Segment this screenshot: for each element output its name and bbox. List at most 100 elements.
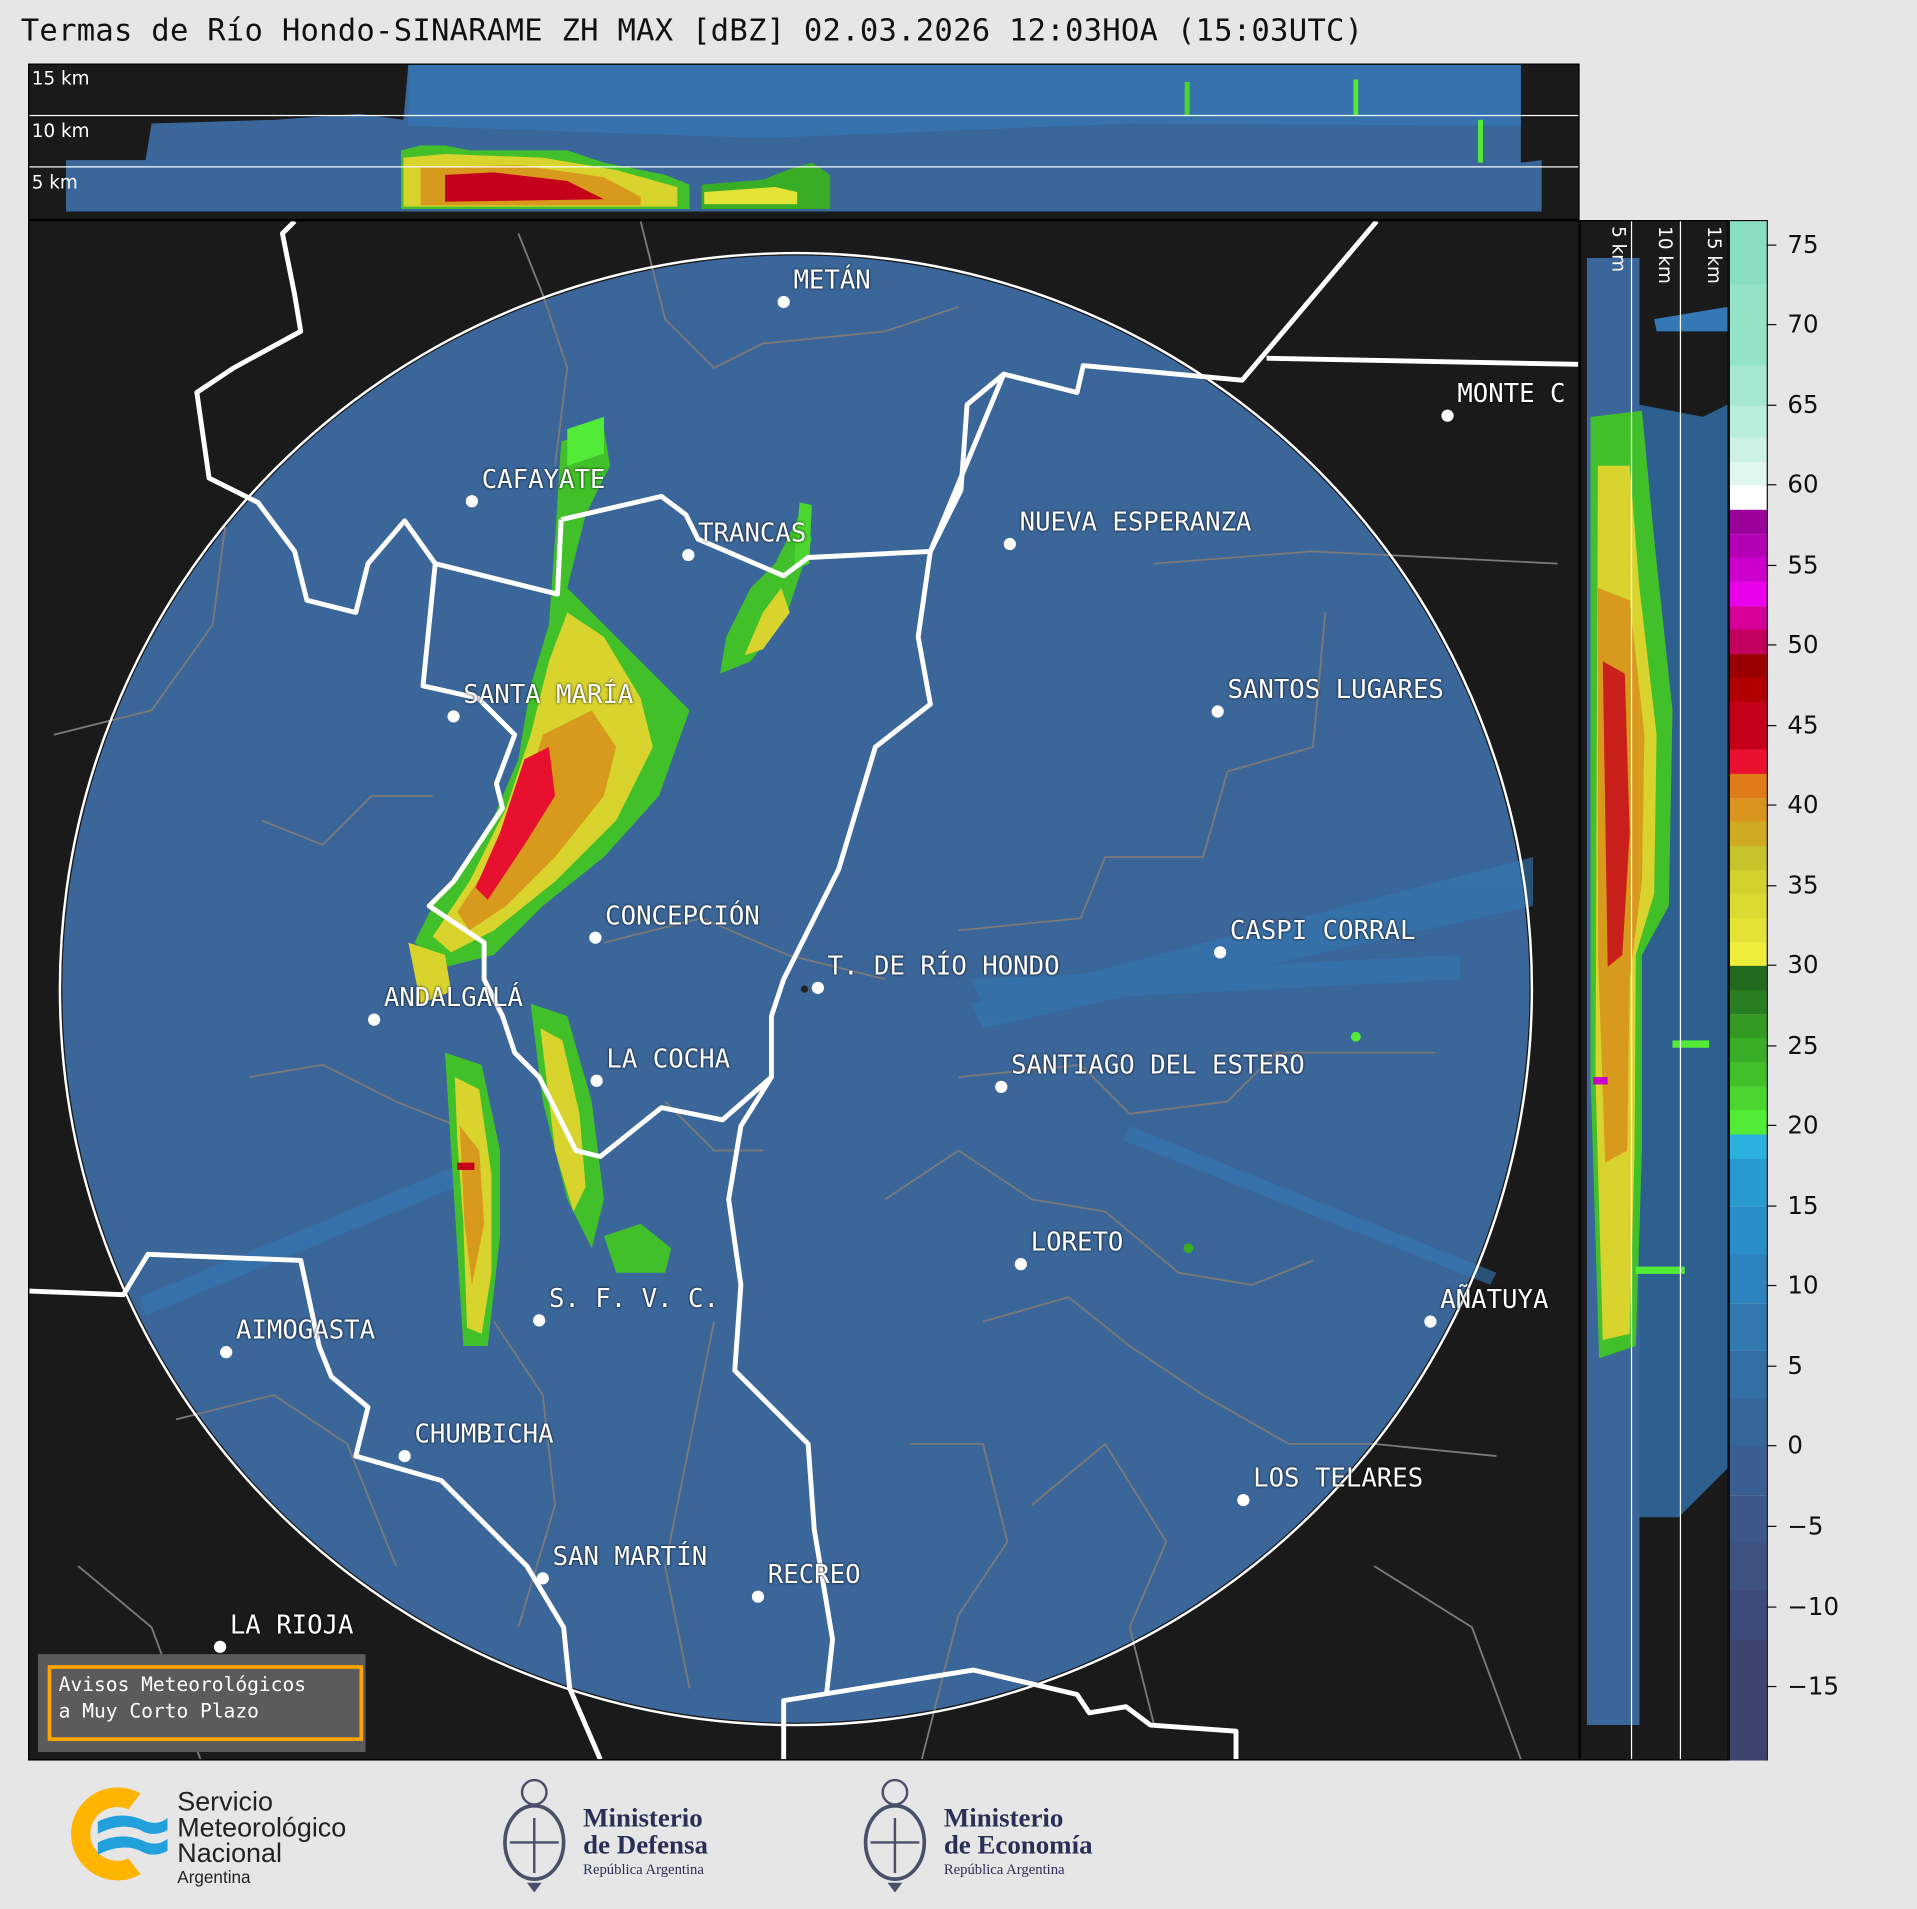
colorbar-band (1729, 581, 1767, 607)
height-label-5km: 5 km (31, 171, 78, 194)
city-label: METÁN (793, 265, 871, 295)
city-marker-icon (590, 1074, 603, 1087)
colorbar-band (1729, 774, 1767, 799)
city-marker-icon (682, 548, 695, 562)
avisos-line-1: Avisos Meteorológicos (58, 1672, 307, 1696)
height-line-5km (1630, 221, 1633, 1760)
colorbar-band (1729, 990, 1767, 1015)
height-label-10km: 10 km (31, 119, 90, 142)
city-marker-icon (213, 1640, 227, 1653)
colorbar-tick-mark (1766, 1525, 1777, 1527)
defensa-line-1: Ministerio (583, 1802, 703, 1833)
west-east-max-projection-panel: 15 km 10 km 5 km (28, 63, 1580, 221)
city-marker-icon (589, 931, 602, 944)
colorbar-tick-mark (1766, 1125, 1777, 1127)
city-marker-icon (220, 1346, 233, 1359)
colorbar-band (1729, 1014, 1767, 1039)
colorbar-band (1729, 1494, 1767, 1544)
colorbar-band (1729, 822, 1767, 847)
city-label: SANTA MARÍA (463, 679, 634, 710)
city-label: CAFAYATE (481, 464, 606, 494)
defensa-line-3: República Argentina (583, 1860, 704, 1878)
colorbar-tick-mark (1766, 564, 1777, 566)
colorbar-tick-label: 60 (1787, 469, 1819, 500)
city-label: CHUMBICHA (414, 1419, 554, 1449)
city-label: SANTOS LUGARES (1227, 674, 1444, 705)
colorbar-band (1729, 485, 1767, 511)
city-marker-icon (751, 1590, 765, 1603)
colorbar-tick-label: 25 (1787, 1030, 1819, 1060)
colorbar-tick-mark (1766, 965, 1777, 967)
city-marker-icon (1211, 705, 1224, 718)
colorbar-tick-label: 0 (1787, 1430, 1803, 1461)
smn-emblem-icon (71, 1787, 168, 1881)
city-marker-icon (447, 710, 460, 723)
city-marker-icon (536, 1572, 549, 1585)
colorbar-tick-mark (1766, 484, 1777, 486)
colorbar-tick-label: 75 (1787, 229, 1819, 259)
radar-map[interactable]: METÁN CAFAYATE TRANCAS NUEVA ESPERANZA MONTE… (28, 220, 1580, 1761)
colorbar-tick-label: −15 (1787, 1671, 1840, 1701)
smn-line-4: Argentina (177, 1866, 251, 1887)
city-label: AIMOGASTA (235, 1315, 376, 1345)
colorbar-band (1729, 677, 1767, 703)
colorbar-band (1729, 701, 1767, 751)
colorbar-band (1729, 405, 1767, 439)
colorbar-band (1729, 846, 1767, 871)
avisos-line-2: a Muy Corto Plazo (58, 1699, 259, 1723)
colorbar-band (1729, 1302, 1767, 1352)
smn-line-3: Nacional (177, 1837, 282, 1869)
colorbar-tick-mark (1766, 884, 1777, 887)
colorbar-band (1729, 1134, 1767, 1160)
colorbar-band (1729, 461, 1767, 487)
city-label: MONTE C (1457, 378, 1566, 409)
smn-line-2: Meteorológico (177, 1811, 347, 1843)
coat-of-arms-icon (863, 1778, 927, 1893)
colorbar-tick-label: 5 (1787, 1350, 1803, 1381)
city-label: SANTIAGO DEL ESTERO (1011, 1050, 1305, 1080)
colorbar-tick-mark (1766, 1445, 1777, 1447)
colorbar-tick-mark (1766, 1365, 1777, 1367)
city-marker-icon (1424, 1315, 1437, 1328)
height-line-10km (1679, 221, 1682, 1760)
colorbar-tick-label: 15 (1787, 1190, 1819, 1221)
city-marker-icon (1441, 409, 1454, 422)
colorbar-tick-label: −10 (1787, 1591, 1840, 1621)
product-title: Termas de Río Hondo-SINARAME ZH MAX [dBZ… (20, 12, 1364, 48)
city-label: ANDALGALÁ (383, 982, 524, 1013)
city-label: LA COCHA (606, 1044, 731, 1074)
radar-map-canvas (29, 221, 1579, 1760)
colorbar-band (1729, 1254, 1767, 1304)
economia-line-2: de Economía (943, 1828, 1093, 1860)
weak-echo-streaks (139, 857, 1534, 1316)
colorbar-tick-mark (1766, 404, 1777, 406)
colorbar-band (1729, 749, 1767, 775)
economia-line-3: República Argentina (943, 1860, 1065, 1878)
avisos-button[interactable]: Avisos Meteorológicos a Muy Corto Plazo (47, 1665, 364, 1741)
colorbar-tick-mark (1766, 1205, 1777, 1207)
city-label: SAN MARTÍN (552, 1541, 708, 1572)
colorbar-tick-label: 55 (1787, 549, 1819, 580)
city-marker-icon (1214, 946, 1227, 959)
colorbar-band (1729, 365, 1767, 407)
radar-range-ring (58, 251, 1534, 1727)
avisos-link-box[interactable]: Avisos Meteorológicos a Muy Corto Plazo (37, 1654, 366, 1752)
city-marker-icon (1014, 1258, 1027, 1271)
colorbar-band (1729, 557, 1767, 583)
colorbar-band (1729, 1591, 1767, 1640)
colorbar-tick-mark (1766, 644, 1777, 646)
colorbar-band (1729, 942, 1767, 967)
colorbar-tick-label: 30 (1787, 950, 1819, 980)
colorbar-band (1729, 918, 1767, 943)
colorbar-tick-mark (1766, 244, 1777, 246)
city-label: LORETO (1030, 1227, 1124, 1257)
colorbar-tick-mark (1766, 724, 1777, 726)
height-label-15km: 15 km (1703, 226, 1726, 284)
economia-line-1: Ministerio (943, 1802, 1064, 1833)
city-marker-icon (1003, 537, 1016, 551)
city-label: CONCEPCIÓN (605, 901, 760, 931)
colorbar-band (1729, 285, 1767, 367)
colorbar-band (1729, 605, 1767, 631)
defensa-line-2: de Defensa (583, 1828, 708, 1860)
